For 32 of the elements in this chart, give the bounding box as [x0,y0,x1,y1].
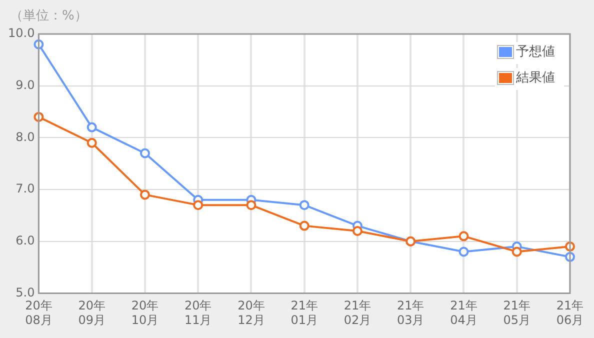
point [86,138,97,148]
point [140,190,150,200]
legend-label: 結果値 [515,70,555,86]
y-tick-label: 5.0 [16,285,35,300]
point [458,246,469,257]
point [458,231,469,242]
y-tick-label: 10.0 [8,26,35,40]
point [512,246,522,257]
y-axis-title: （単位：%） [10,8,88,24]
x-tick-label: 20年 11月 [184,298,212,327]
x-tick-label: 21年 03月 [396,298,424,327]
x-tick-label: 20年 10月 [131,298,159,327]
x-tick-label: 21年 01月 [290,298,318,327]
point [299,200,310,210]
y-tick-label: 9.0 [16,78,35,92]
point [86,122,97,132]
y-tick-label: 8.0 [16,130,35,144]
x-tick-label: 21年 06月 [556,298,584,327]
point [299,220,310,231]
y-tick-label: 6.0 [16,233,35,248]
point [140,148,150,158]
x-tick-label: 21年 02月 [344,298,372,327]
point [246,200,256,210]
x-tick-label: 20年 09月 [78,298,106,327]
point [352,226,362,236]
x-tick-label: 21年 05月 [503,298,531,327]
point [193,200,204,210]
x-tick-label: 21年 04月 [450,298,478,327]
legend-label: 予想値 [516,44,555,60]
y-tick-label: 7.0 [16,182,35,196]
x-tick-label: 20年 12月 [238,298,265,327]
x-tick-label: 20年 08月 [25,298,52,327]
